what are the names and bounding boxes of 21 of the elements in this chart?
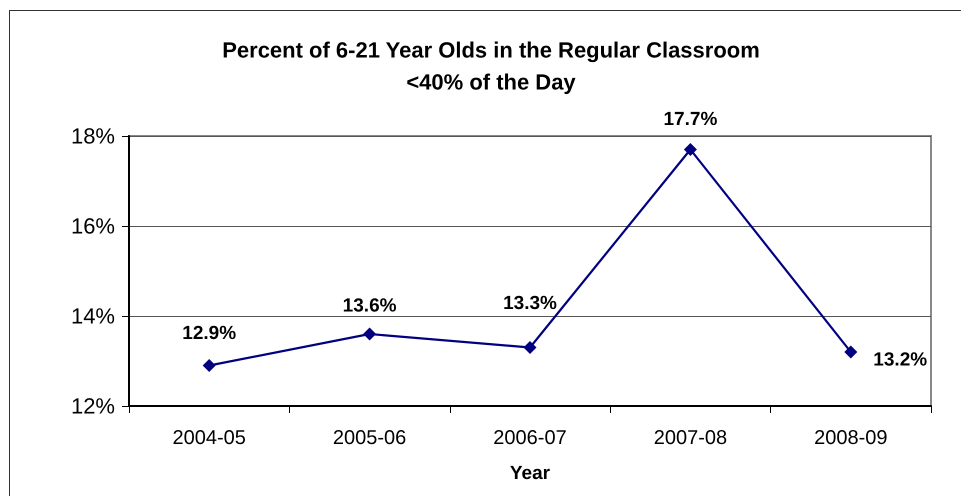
point bbox=[524, 341, 536, 354]
data-label: 13.3% bbox=[503, 293, 558, 314]
point bbox=[202, 359, 216, 372]
data-label: 12.9% bbox=[182, 323, 236, 344]
x-tick-label: 2005-06 bbox=[332, 427, 406, 449]
chart-title: Percent of 6-21 Year Olds in the Regular Classroom <40% of the Day bbox=[222, 38, 760, 94]
point bbox=[684, 143, 697, 156]
y-tick-label: 12% bbox=[70, 394, 115, 418]
x-tick-label: 2006-07 bbox=[493, 427, 567, 449]
y-tick-label: 14% bbox=[70, 304, 115, 328]
point bbox=[844, 346, 858, 358]
data-label: 17.7% bbox=[663, 109, 718, 130]
data-label: 13.2% bbox=[873, 350, 928, 370]
y-tick-label: 18% bbox=[70, 124, 115, 148]
data-label: 13.6% bbox=[342, 296, 397, 316]
y-tick-label: 16% bbox=[70, 214, 115, 238]
x-tick-label: 2007-08 bbox=[654, 427, 728, 449]
x-tick-label: 2004-05 bbox=[172, 427, 246, 449]
point bbox=[363, 328, 376, 340]
x-axis-title: Year bbox=[510, 463, 551, 484]
x-tick-label: 2008-09 bbox=[814, 427, 888, 449]
